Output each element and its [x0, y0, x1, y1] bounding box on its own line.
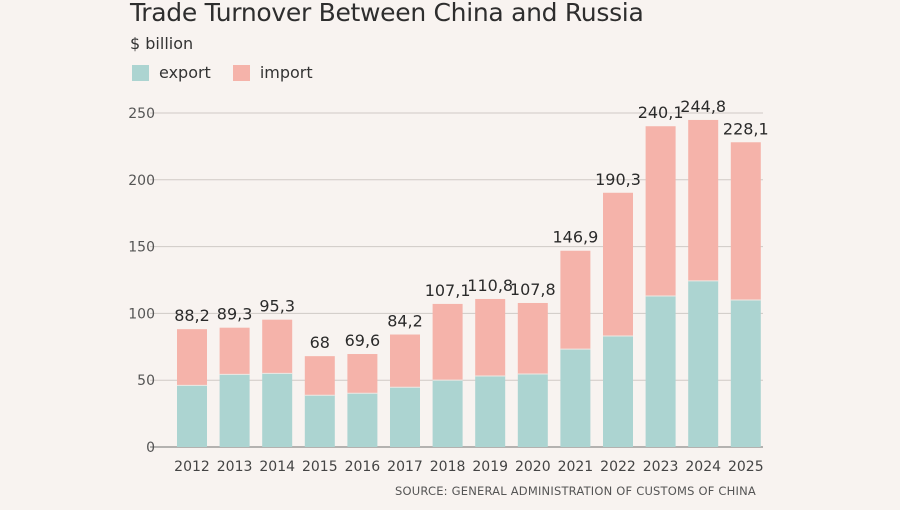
legend-item-import: import	[232, 63, 313, 82]
chart-title: Trade Turnover Between China and Russia	[130, 0, 644, 27]
total-data-label: 110,8	[467, 276, 513, 295]
bar-import-2025	[730, 142, 761, 301]
y-tick-label: 0	[146, 440, 155, 456]
bar-import-2021	[560, 250, 591, 350]
x-tick-label: 2016	[345, 459, 381, 475]
y-tick-label: 50	[137, 373, 155, 389]
x-tick-label: 2019	[472, 459, 508, 475]
x-tick-label: 2018	[430, 459, 466, 475]
bar-import-2022	[603, 192, 633, 336]
legend-label-export: export	[159, 63, 211, 82]
total-data-label: 69,6	[345, 331, 381, 350]
y-tick-label: 100	[128, 306, 155, 322]
bar-import-2014	[262, 319, 293, 374]
bar-export-2019	[475, 376, 506, 447]
total-data-label: 89,3	[217, 305, 253, 324]
total-data-label: 240,1	[638, 103, 684, 122]
legend-swatch-import	[232, 64, 250, 81]
bar-export-2012	[177, 385, 207, 447]
total-data-label: 107,8	[510, 280, 556, 299]
y-tick-label: 200	[128, 173, 155, 189]
bar-import-2013	[219, 327, 250, 375]
total-data-label: 146,9	[552, 228, 598, 247]
bar-import-2023	[645, 126, 676, 297]
x-tick-label: 2013	[217, 459, 253, 475]
bar-export-2021	[560, 349, 591, 447]
x-tick-label: 2015	[302, 459, 338, 475]
legend-swatch-export	[132, 64, 149, 81]
bar-export-2022	[603, 335, 633, 447]
x-tick-label: 2022	[600, 459, 636, 475]
bar-export-2017	[390, 387, 420, 447]
bar-import-2018	[432, 303, 463, 381]
x-tick-label: 2014	[259, 459, 295, 475]
legend-item-export: export	[132, 63, 211, 82]
bar-export-2018	[432, 380, 463, 447]
bar-import-2012	[177, 329, 207, 386]
bar-import-2024	[688, 119, 719, 281]
total-data-label: 190,3	[595, 170, 641, 189]
bar-export-2020	[517, 374, 548, 447]
legend-label-import: import	[259, 63, 313, 82]
x-tick-label: 2025	[728, 459, 764, 475]
bar-export-2015	[304, 395, 335, 447]
total-data-label: 95,3	[259, 297, 295, 316]
bar-export-2013	[219, 374, 250, 447]
total-data-label: 88,2	[174, 306, 210, 325]
total-data-label: 68	[310, 333, 330, 352]
x-tick-label: 2021	[558, 459, 594, 475]
total-data-label: 228,1	[723, 119, 769, 138]
bar-export-2014	[262, 373, 293, 447]
total-data-label: 84,2	[387, 312, 423, 331]
legend: export import	[132, 63, 335, 82]
y-tick-label: 150	[128, 240, 155, 256]
bar-export-2023	[645, 296, 676, 447]
bar-export-2024	[688, 280, 719, 447]
y-tick-label: 250	[128, 106, 155, 122]
x-tick-label: 2012	[174, 459, 210, 475]
bar-import-2017	[390, 334, 420, 388]
x-tick-label: 2017	[387, 459, 423, 475]
bar-import-2020	[517, 302, 548, 375]
total-data-label: 107,1	[425, 281, 471, 300]
bar-import-2015	[304, 356, 335, 396]
bar-export-2016	[347, 393, 378, 447]
x-tick-label: 2023	[643, 459, 679, 475]
x-tick-label: 2020	[515, 459, 551, 475]
chart-subtitle: $ billion	[130, 34, 194, 53]
bar-export-2025	[730, 300, 761, 447]
x-tick-label: 2024	[685, 459, 721, 475]
source-note: SOURCE: GENERAL ADMINISTRATION OF CUSTOM…	[395, 484, 756, 498]
bar-import-2019	[475, 298, 506, 377]
total-data-label: 244,8	[680, 97, 726, 116]
bar-import-2016	[347, 354, 378, 394]
